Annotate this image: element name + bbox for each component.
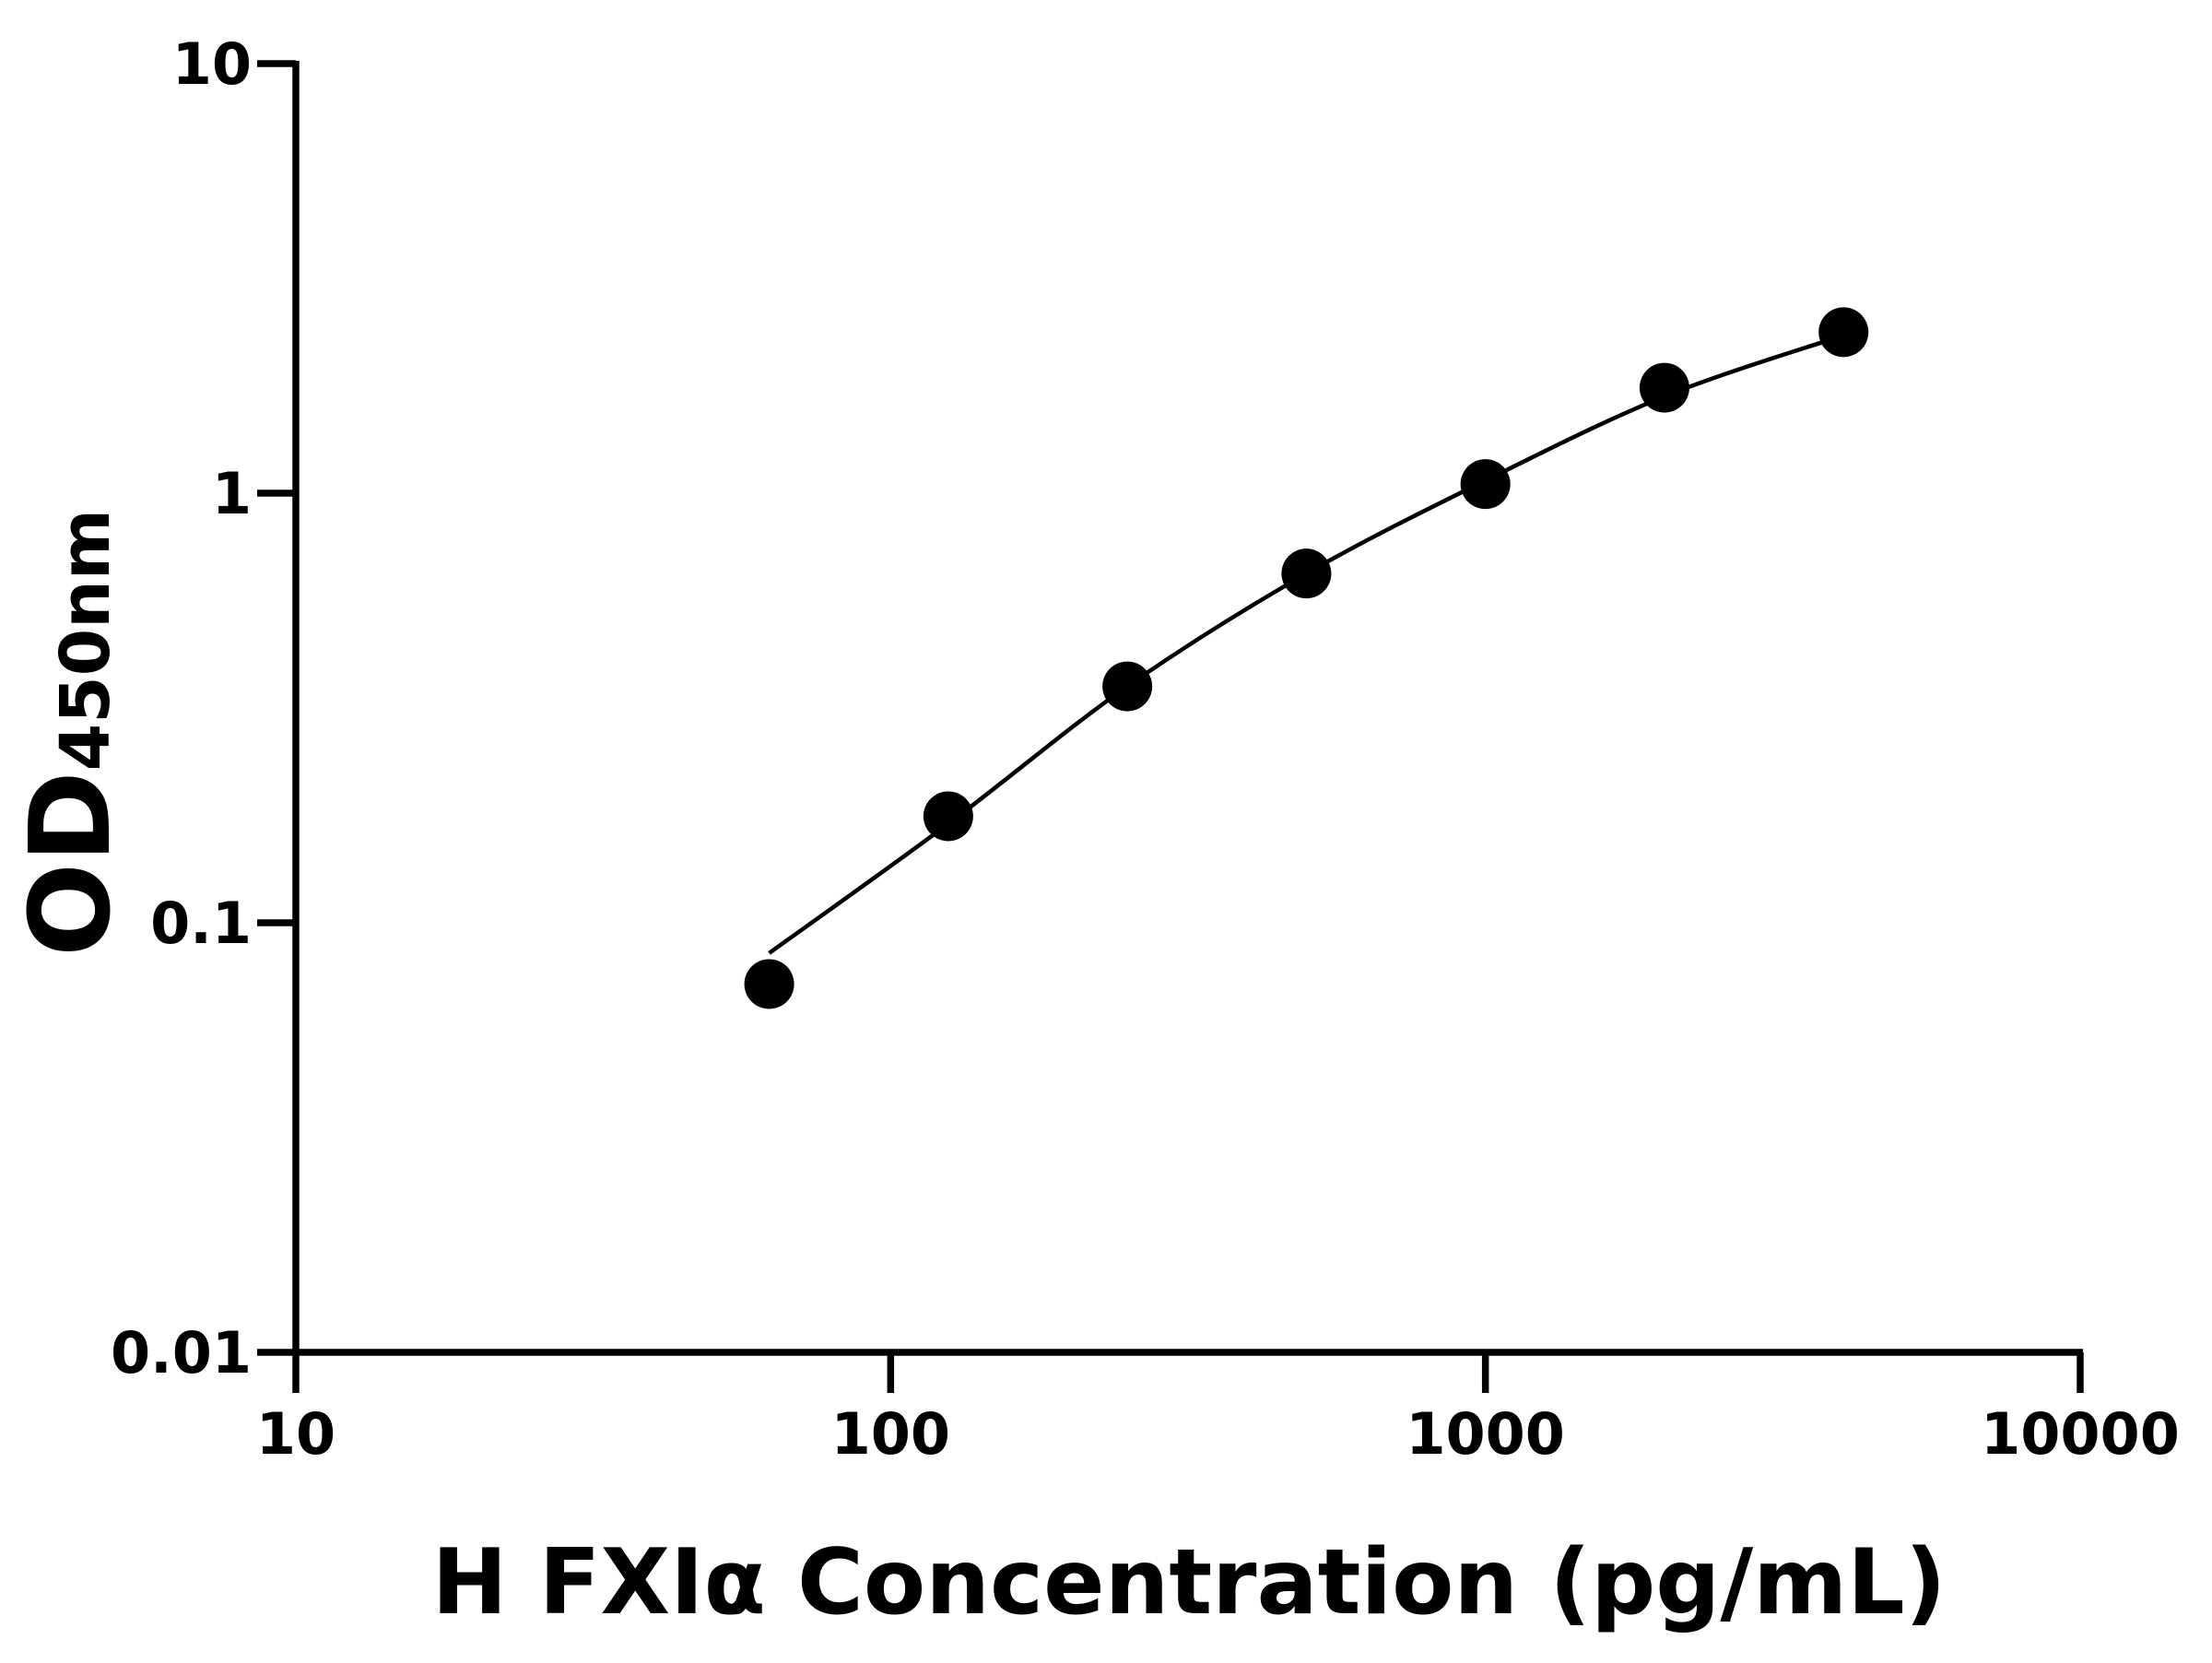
x-tick-label: 10	[256, 1400, 335, 1468]
y-tick-label: 0.01	[111, 1319, 252, 1386]
data-point	[923, 791, 973, 842]
x-tick-label: 1000	[1406, 1400, 1565, 1468]
data-point	[1818, 307, 1869, 358]
y-tick-label: 1	[212, 460, 252, 527]
data-point	[744, 959, 794, 1009]
x-axis-title: H FXIα Concentration (pg/mL)	[431, 1530, 1946, 1635]
data-point	[1102, 661, 1153, 712]
x-tick-label: 100	[831, 1400, 950, 1468]
data-point	[1281, 548, 1332, 599]
data-point	[1460, 459, 1511, 510]
data-point	[1639, 362, 1689, 413]
y-axis-title: OD450nm	[7, 509, 135, 957]
y-axis-title-sub: 450nm	[46, 509, 125, 771]
y-tick-label: 0.1	[150, 890, 252, 957]
x-tick-label: 10000	[1981, 1400, 2180, 1468]
fit-curve	[768, 333, 1844, 955]
y-tick-label: 10	[172, 30, 252, 98]
y-axis-title-main: OD	[7, 771, 135, 957]
